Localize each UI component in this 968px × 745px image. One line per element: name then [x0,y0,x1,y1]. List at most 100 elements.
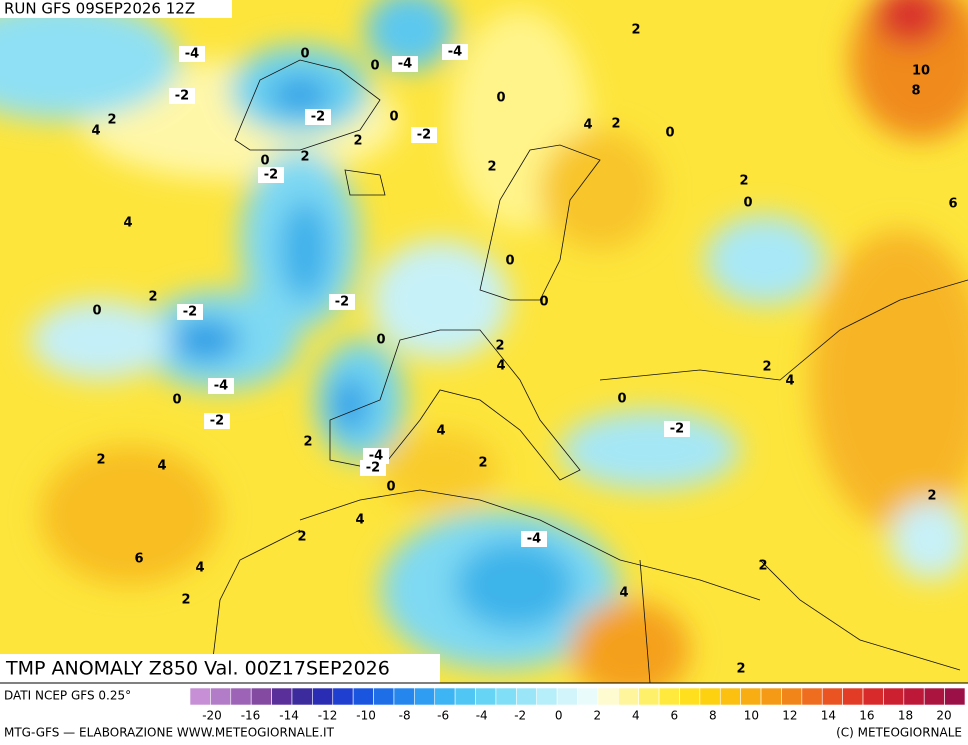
contour-label: 4 [619,586,628,601]
footer-left: MTG-GFS — ELABORAZIONE WWW.METEOGIORNALE… [4,726,335,740]
contour-label: 0 [386,480,395,495]
label-box [329,294,355,310]
colorbar-swatch [842,687,864,706]
colorbar-swatch [617,687,639,706]
label-box [392,56,418,72]
contour-label: 0 [300,47,309,62]
label-box [360,460,386,476]
contour-label: 2 [736,662,745,677]
contour-label: 0 [370,59,379,74]
colorbar-swatch [291,687,313,706]
colorbar-swatch [679,687,701,706]
run-header: RUN GFS 09SEP2026 12Z [4,0,195,18]
contour-label: 2 [631,23,640,38]
contour-label: 4 [157,459,166,474]
colorbar-tick-label: -4 [476,709,488,723]
contour-label: 8 [911,84,920,99]
colorbar-tick-label: -12 [318,709,338,723]
contour-label: 2 [303,435,312,450]
contour-label: -2 [311,110,325,125]
colorbar-tick-label: 2 [593,709,601,723]
contour-label: 2 [611,117,620,132]
colorbar-tick-label: 12 [782,709,797,723]
colorbar-swatch [230,687,252,706]
contour-label: 2 [297,530,306,545]
contour-label: 6 [948,197,957,212]
contour-label: -4 [448,45,462,60]
header-box [0,0,232,18]
label-box [442,44,468,60]
colorbar-swatch [516,687,538,706]
contour-label: -2 [417,128,431,143]
label-box [208,378,234,394]
colorbar-tick-label: 16 [859,709,874,723]
contour-label: -2 [183,305,197,320]
contour-label: 0 [505,254,514,269]
contour-label: 10 [912,64,930,79]
data-source: DATI NCEP GFS 0.25° [4,689,131,703]
contour-label: -2 [175,89,189,104]
contour-label: 2 [762,360,771,375]
colorbar-swatch [414,687,436,706]
contour-label: 2 [300,150,309,165]
colorbar-swatch [862,687,884,706]
colorbar-tick-label: -14 [279,709,299,723]
colorbar-swatch [352,687,374,706]
contour-label: 2 [148,290,157,305]
colorbar-swatch [577,687,599,706]
label-box [305,109,331,125]
contour-label: -4 [398,57,412,72]
coastlines [209,59,968,683]
contour-label: -2 [210,414,224,429]
colorbar-swatch [210,687,232,706]
colorbar-tick-label: 0 [555,709,563,723]
contour-label: 4 [355,513,364,528]
label-box [411,127,437,143]
colorbar-tick-label: -8 [399,709,411,723]
contour-label: 2 [495,339,504,354]
label-box [204,413,230,429]
colorbar-swatch [883,687,905,706]
contour-label: -2 [335,295,349,310]
contour-label: 4 [785,374,794,389]
colorbar-swatch [944,687,966,706]
label-box [664,421,690,437]
colorbar-swatch [312,687,334,706]
contour-label: -4 [185,47,199,62]
contour-label: 2 [927,489,936,504]
contour-label: 2 [96,453,105,468]
label-box [521,531,547,547]
contour-label: 4 [123,216,132,231]
contour-label: 0 [92,304,101,319]
contour-label: 0 [376,333,385,348]
colorbar-swatch [271,687,293,706]
contour-label: 2 [181,593,190,608]
colorbar-swatch [658,687,680,706]
contour-label: -4 [369,449,383,464]
contour-label: 0 [172,393,181,408]
contour-label: -2 [264,168,278,183]
colorbar-swatch [923,687,945,706]
contour-label: 2 [487,160,496,175]
contour-label: 0 [496,91,505,106]
colorbar-swatch [719,687,741,706]
colorbar-swatch [332,687,354,706]
contour-label: 0 [617,392,626,407]
contour-label: 2 [758,559,767,574]
colorbar-tick-label: 18 [898,709,913,723]
label-box [258,167,284,183]
contour-label: -2 [670,422,684,437]
contour-label: -4 [214,379,228,394]
contour-label: 2 [107,113,116,128]
contour-label: -2 [366,461,380,476]
colorbar-swatch [536,687,558,706]
colorbar-swatch [556,687,578,706]
contour-label: 4 [91,124,100,139]
colorbar-swatch [189,687,211,706]
colorbar-tick-label: 8 [709,709,717,723]
colorbar-swatch [475,687,497,706]
